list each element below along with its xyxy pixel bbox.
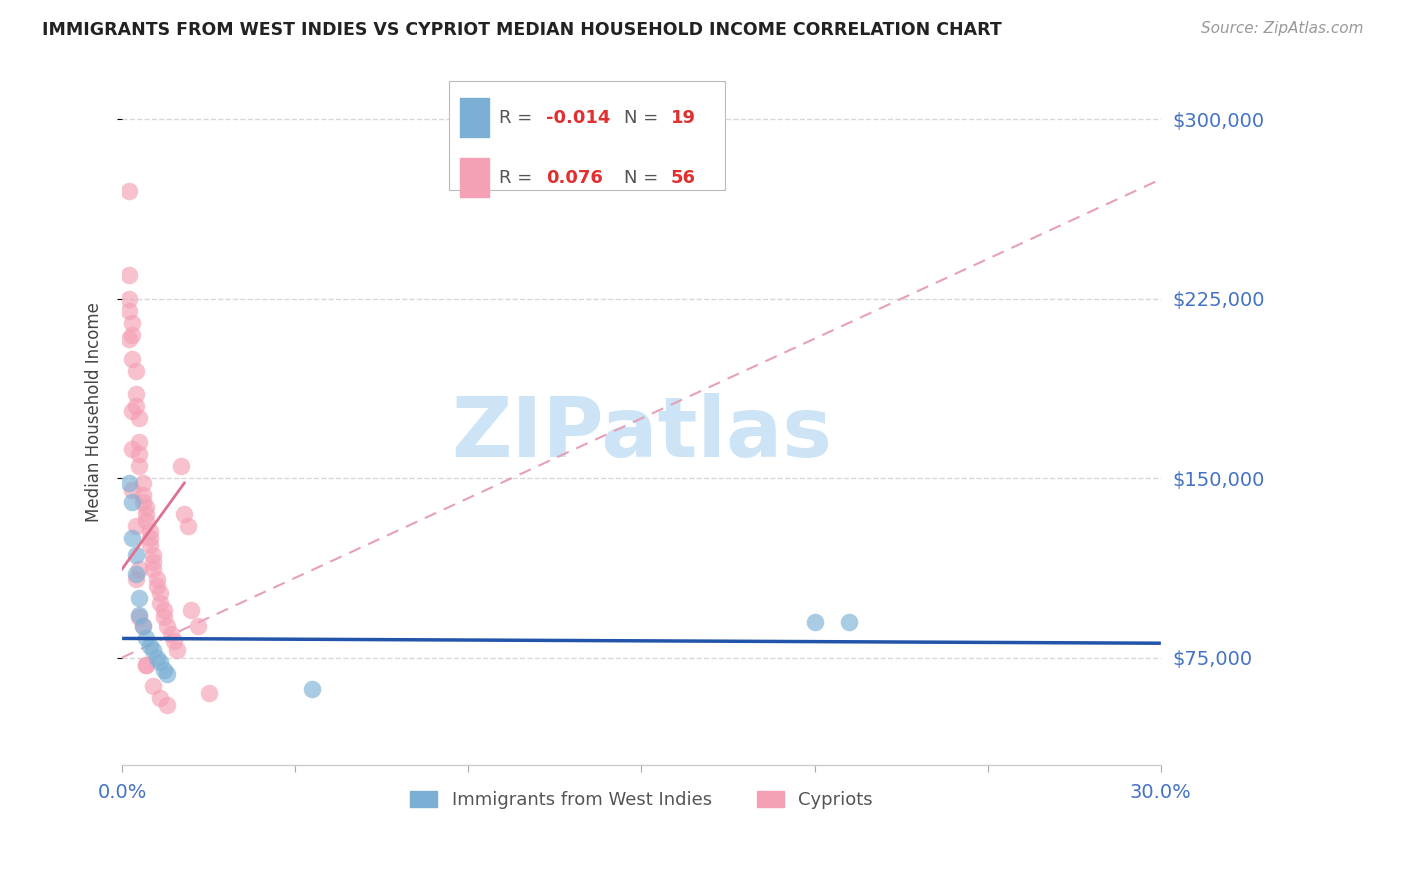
Point — [156, 619, 179, 633]
Point — [166, 643, 188, 657]
Text: 56: 56 — [671, 169, 696, 186]
Point — [132, 495, 155, 509]
Y-axis label: Median Household Income: Median Household Income — [86, 302, 103, 523]
Point — [132, 619, 155, 633]
Point — [152, 603, 174, 617]
Point — [301, 681, 323, 696]
Point — [177, 519, 200, 533]
Point — [142, 562, 165, 576]
Point — [156, 667, 179, 681]
Point — [145, 572, 167, 586]
Text: Source: ZipAtlas.com: Source: ZipAtlas.com — [1201, 21, 1364, 37]
Text: IMMIGRANTS FROM WEST INDIES VS CYPRIOT MEDIAN HOUSEHOLD INCOME CORRELATION CHART: IMMIGRANTS FROM WEST INDIES VS CYPRIOT M… — [42, 21, 1002, 39]
FancyBboxPatch shape — [450, 81, 724, 190]
Point — [139, 524, 162, 538]
Point — [121, 483, 143, 497]
Point — [180, 603, 202, 617]
Point — [128, 435, 150, 450]
Point — [125, 519, 148, 533]
Point — [152, 610, 174, 624]
Point — [125, 566, 148, 581]
Point — [142, 643, 165, 657]
Point — [132, 475, 155, 490]
Point — [125, 387, 148, 401]
Text: 0.076: 0.076 — [546, 169, 603, 186]
Bar — [460, 159, 489, 197]
Point — [139, 538, 162, 552]
Point — [125, 572, 148, 586]
Point — [803, 615, 825, 629]
Point — [125, 363, 148, 377]
Point — [838, 615, 860, 629]
Text: R =: R = — [499, 169, 538, 186]
Legend: Immigrants from West Indies, Cypriots: Immigrants from West Indies, Cypriots — [402, 783, 880, 816]
Point — [128, 562, 150, 576]
Point — [128, 459, 150, 474]
Text: R =: R = — [499, 109, 538, 127]
Text: N =: N = — [624, 109, 664, 127]
Point — [132, 488, 155, 502]
Point — [121, 316, 143, 330]
Point — [121, 495, 143, 509]
Point — [118, 292, 141, 306]
Point — [121, 531, 143, 545]
Point — [163, 633, 186, 648]
Point — [125, 400, 148, 414]
Point — [142, 555, 165, 569]
Point — [128, 610, 150, 624]
Text: -0.014: -0.014 — [546, 109, 610, 127]
Point — [121, 404, 143, 418]
Point — [118, 333, 141, 347]
Point — [118, 184, 141, 198]
Point — [149, 691, 172, 706]
Point — [132, 619, 155, 633]
Point — [128, 447, 150, 461]
Point — [135, 632, 157, 646]
Point — [135, 507, 157, 521]
Point — [121, 327, 143, 342]
Point — [121, 351, 143, 366]
Point — [145, 579, 167, 593]
Point — [173, 507, 195, 521]
Point — [197, 686, 219, 700]
Point — [170, 459, 193, 474]
Point — [135, 514, 157, 528]
Point — [149, 656, 172, 670]
Point — [159, 626, 181, 640]
Text: N =: N = — [624, 169, 664, 186]
Bar — [460, 98, 489, 137]
Point — [145, 650, 167, 665]
Point — [118, 268, 141, 282]
Point — [135, 657, 157, 672]
Point — [128, 411, 150, 425]
Point — [128, 591, 150, 605]
Point — [142, 548, 165, 562]
Point — [139, 639, 162, 653]
Point — [128, 607, 150, 622]
Point — [152, 663, 174, 677]
Point — [139, 531, 162, 545]
Point — [135, 657, 157, 672]
Point — [118, 303, 141, 318]
Point — [118, 475, 141, 490]
Point — [187, 619, 209, 633]
Point — [142, 679, 165, 693]
Point — [149, 586, 172, 600]
Point — [149, 596, 172, 610]
Text: ZIPatlas: ZIPatlas — [451, 393, 832, 474]
Point — [156, 698, 179, 713]
Text: 19: 19 — [671, 109, 696, 127]
Point — [125, 548, 148, 562]
Point — [121, 442, 143, 457]
Point — [135, 500, 157, 514]
